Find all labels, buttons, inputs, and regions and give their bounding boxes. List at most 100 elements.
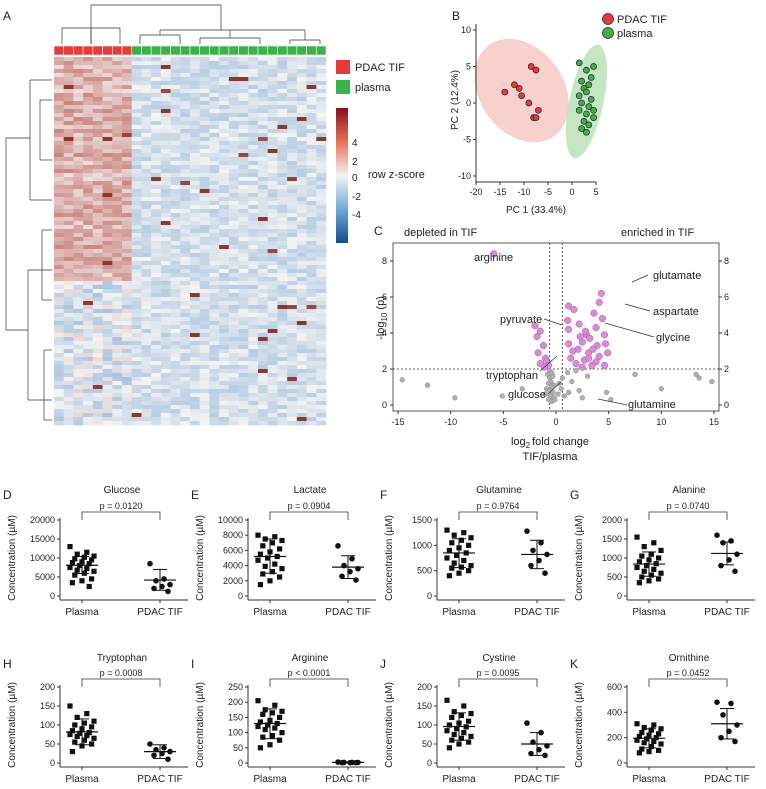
heatmap-cell [54, 289, 65, 294]
data-point-plasma [644, 736, 650, 742]
heatmap-cell [277, 97, 288, 102]
data-point-plasma [656, 576, 662, 582]
significance-bracket [269, 678, 349, 687]
heatmap-cell [102, 361, 113, 366]
heatmap-cell [258, 201, 269, 206]
x-tick-label: 5 [593, 187, 598, 197]
heatmap-cell [170, 153, 181, 158]
heatmap-cell [219, 125, 230, 130]
pca-point-tif [525, 99, 533, 107]
heatmap-cell [63, 381, 74, 386]
heatmap-cell [63, 149, 74, 154]
heatmap-cell [287, 409, 298, 414]
heatmap-cell [190, 193, 201, 198]
x-tick-label: Plasma [253, 774, 287, 785]
heatmap-cell [92, 185, 103, 190]
heatmap-cell [73, 317, 84, 322]
heatmap-cell [306, 337, 317, 342]
heatmap-cell [122, 269, 133, 274]
heatmap-cell [316, 177, 327, 182]
heatmap-cell [228, 369, 239, 374]
heatmap-cell [316, 57, 327, 62]
heatmap-cell [219, 361, 230, 366]
heatmap-cell [267, 109, 278, 114]
volcano-x-label-line2: TIF/plasma [522, 451, 578, 463]
heatmap-cell [277, 317, 288, 322]
heatmap-cell [238, 333, 249, 338]
p-value: p = 0.9764 [477, 501, 520, 511]
heatmap-cell [296, 233, 307, 238]
heatmap-cell [228, 137, 239, 142]
y-tick-label: 0 [427, 591, 432, 601]
heatmap-cell [296, 289, 307, 294]
heatmap-cell [180, 293, 191, 298]
heatmap-cell [267, 137, 278, 142]
heatmap-cell [102, 341, 113, 346]
heatmap-cell [83, 125, 94, 130]
heatmap-cell [180, 181, 191, 186]
heatmap-cell [180, 373, 191, 378]
heatmap-cell [141, 321, 152, 326]
heatmap-cell [54, 185, 65, 190]
heatmap-cell [296, 385, 307, 390]
heatmap-cell [199, 301, 210, 306]
heatmap-cell [316, 293, 327, 298]
heatmap-cell [316, 77, 327, 82]
heatmap-cell [209, 229, 220, 234]
volcano-point-sig [534, 349, 542, 357]
heatmap-cell [267, 85, 278, 90]
heatmap-cell [83, 421, 94, 426]
heatmap-cell [277, 393, 288, 398]
group-color-cell [141, 45, 152, 56]
heatmap-cell [131, 129, 142, 134]
volcano-point-ns [576, 388, 582, 394]
heatmap-cell [170, 277, 181, 282]
heatmap-cell [73, 153, 84, 158]
heatmap-cell [92, 189, 103, 194]
heatmap-cell [287, 65, 298, 70]
heatmap-cell [151, 129, 162, 134]
heatmap-cell [209, 65, 220, 70]
heatmap-cell [160, 349, 171, 354]
heatmap-cell [228, 405, 239, 410]
heatmap-cell [228, 377, 239, 382]
heatmap-cell [190, 265, 201, 270]
heatmap-cell [190, 321, 201, 326]
heatmap-cell [112, 73, 123, 78]
heatmap-cell [248, 69, 259, 74]
heatmap-cell [267, 341, 278, 346]
heatmap-cell [63, 65, 74, 70]
heatmap-cell [258, 185, 269, 190]
heatmap-cell [238, 125, 249, 130]
y-tick-label: 15000 [30, 534, 55, 544]
heatmap-cell [112, 289, 123, 294]
heatmap-cell [258, 205, 269, 210]
heatmap-cell [296, 345, 307, 350]
heatmap-cell [248, 253, 259, 258]
heatmap-cell [306, 181, 317, 186]
heatmap-cell [258, 385, 269, 390]
heatmap-cell [83, 81, 94, 86]
heatmap-cell [151, 281, 162, 286]
heatmap-cell [190, 389, 201, 394]
y-tick-label-right: 8 [724, 256, 729, 266]
heatmap-cell [54, 209, 65, 214]
heatmap-cell [63, 157, 74, 162]
y-tick-label: 100 [40, 720, 55, 730]
legend-swatch-plasma [336, 80, 350, 94]
group-color-cell [209, 45, 220, 56]
data-point-plasma [468, 733, 474, 739]
heatmap-cell [199, 161, 210, 166]
heatmap-cell [141, 121, 152, 126]
heatmap-cell [102, 385, 113, 390]
heatmap-cell [131, 149, 142, 154]
heatmap-cell [131, 57, 142, 62]
heatmap-cell [267, 129, 278, 134]
heatmap-cell [277, 281, 288, 286]
heatmap-cell [258, 61, 269, 66]
heatmap-cell [287, 325, 298, 330]
heatmap-cell [209, 73, 220, 78]
data-point-plasma [468, 711, 474, 717]
heatmap-cell [277, 169, 288, 174]
heatmap-cell [180, 273, 191, 278]
